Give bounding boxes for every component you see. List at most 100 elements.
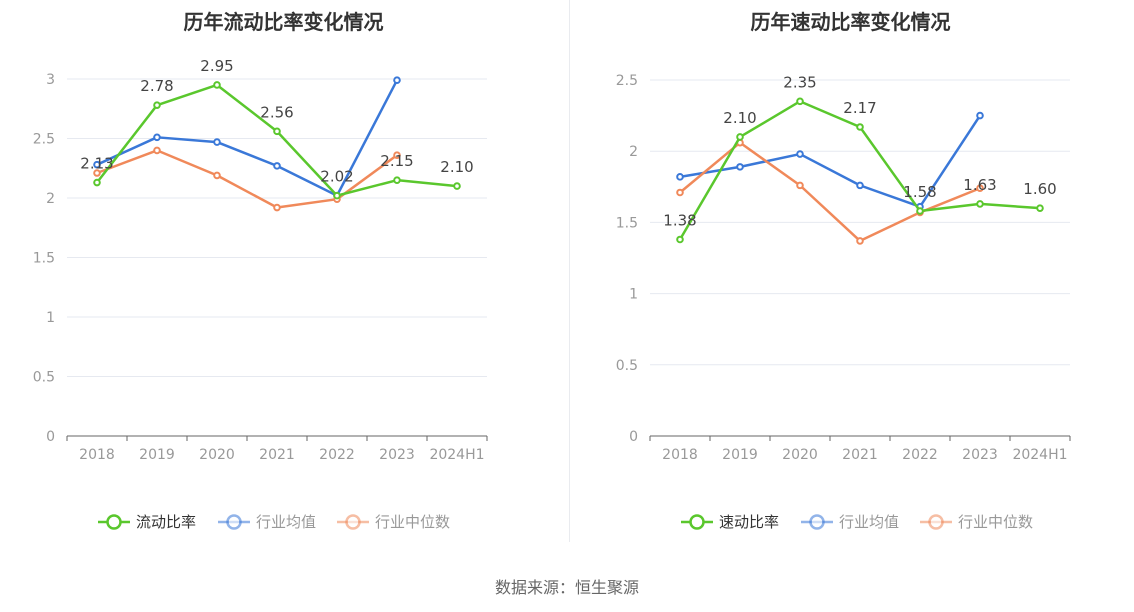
data-point (213, 138, 221, 146)
current-ratio-chart: 历年流动比率变化情况 0 0.5 1 1.5 2 2.5 3 2018 2019 2020 2021… (0, 0, 567, 560)
data-point (796, 97, 804, 106)
data-point (676, 188, 684, 197)
data-point (976, 184, 984, 193)
x-tick-label: 2021 (259, 447, 295, 463)
data-point (976, 200, 984, 208)
y-tick-label: 0.5 (616, 358, 638, 374)
legend-item: 流动比率 (98, 513, 196, 531)
data-source-note: 数据来源：恒生聚源 (494, 578, 639, 597)
chart-plot: 0 0.5 1 1.5 2 2.5 3 2018 2019 2020 2021 2022 2023 202… (33, 57, 488, 531)
data-point (453, 182, 461, 190)
data-point (273, 203, 281, 212)
data-label: 1.63 (963, 176, 996, 194)
y-tick-label: 0 (629, 429, 638, 445)
x-tick-label: 2022 (319, 447, 355, 463)
x-tick-label: 2019 (722, 447, 758, 463)
data-label: 2.56 (260, 103, 293, 121)
y-tick-label: 1 (46, 310, 55, 326)
data-point (273, 162, 281, 170)
data-point (393, 176, 401, 184)
y-tick-label: 2.5 (33, 132, 55, 148)
x-tick-label: 2021 (842, 447, 878, 463)
legend-marker (928, 514, 944, 530)
data-point (393, 76, 401, 84)
data-label: 2.15 (380, 152, 413, 170)
y-tick-label: 1.5 (33, 251, 55, 267)
data-label: 2.10 (723, 109, 756, 127)
data-point (976, 111, 984, 120)
data-label: 1.60 (1023, 180, 1056, 198)
data-label: 2.35 (783, 73, 816, 91)
data-point (856, 237, 864, 245)
data-point (393, 151, 401, 159)
x-tick-label: 2023 (379, 447, 415, 463)
chart-plot: 0 0.5 1 1.5 2 2.5 2018 2019 2020 2021 2022 2023 2024… (616, 73, 1071, 531)
y-tick-label: 1 (629, 287, 638, 303)
x-tick-label: 2020 (199, 447, 235, 463)
data-point (153, 146, 161, 155)
legend-label: 流动比率 (136, 513, 196, 531)
x-tick-label: 2018 (662, 447, 698, 463)
legend-marker (809, 514, 825, 530)
legend-label: 行业均值 (839, 513, 899, 531)
chart-title: 历年流动比率变化情况 (183, 10, 384, 34)
data-point (1036, 204, 1044, 212)
data-point (736, 163, 744, 171)
data-point (856, 123, 864, 131)
y-tick-label: 0.5 (33, 370, 55, 386)
data-label: 2.78 (140, 77, 173, 95)
legend-label: 速动比率 (719, 513, 779, 531)
panel-divider (569, 0, 570, 542)
y-tick-label: 1.5 (616, 215, 638, 231)
data-point (93, 169, 101, 177)
legend-item: 行业均值 (801, 513, 899, 531)
x-tick-label: 2024H1 (1012, 447, 1067, 463)
legend-marker (345, 514, 361, 530)
y-tick-label: 2 (46, 191, 55, 207)
legend-item: 行业均值 (218, 513, 316, 531)
legend-item: 行业中位数 (337, 513, 450, 531)
data-label: 2.10 (440, 158, 473, 176)
x-tick-label: 2023 (962, 447, 998, 463)
series-line (679, 114, 982, 208)
data-label: 1.58 (903, 183, 936, 201)
y-tick-label: 3 (46, 72, 55, 88)
y-tick-label: 2 (629, 144, 638, 160)
legend-item: 行业中位数 (920, 513, 1033, 531)
legend-marker (106, 514, 122, 530)
data-point (736, 133, 744, 141)
data-label: 2.13 (80, 155, 113, 173)
data-point (93, 160, 101, 169)
data-point (796, 150, 804, 158)
data-point (93, 178, 101, 187)
chart-title: 历年速动比率变化情况 (750, 10, 951, 34)
x-tick-label: 2018 (79, 447, 115, 463)
x-tick-label: 2019 (139, 447, 175, 463)
data-point (153, 133, 161, 142)
data-point (273, 127, 281, 136)
data-point (676, 173, 684, 181)
data-point (213, 81, 221, 89)
legend-marker (689, 514, 705, 530)
series-line (96, 79, 399, 197)
x-tick-label: 2024H1 (429, 447, 484, 463)
series-line (679, 141, 981, 243)
data-point (676, 235, 684, 244)
legend-marker (226, 514, 242, 530)
data-point (153, 101, 161, 109)
legend-label: 行业中位数 (958, 513, 1033, 531)
data-point (796, 181, 804, 190)
x-tick-label: 2020 (782, 447, 818, 463)
data-label: 2.02 (320, 168, 353, 186)
quick-ratio-chart: 历年速动比率变化情况 0 0.5 1 1.5 2 2.5 2018 2019 2020 2021 2… (567, 0, 1134, 560)
data-point (916, 207, 924, 215)
data-label: 2.17 (843, 99, 876, 117)
legend-item: 速动比率 (681, 513, 779, 531)
y-tick-label: 2.5 (616, 73, 638, 89)
legend-label: 行业中位数 (375, 513, 450, 531)
data-point (856, 181, 864, 190)
y-tick-label: 0 (46, 429, 55, 445)
x-tick-label: 2022 (902, 447, 938, 463)
data-point (333, 191, 341, 200)
data-label: 1.38 (663, 211, 696, 229)
